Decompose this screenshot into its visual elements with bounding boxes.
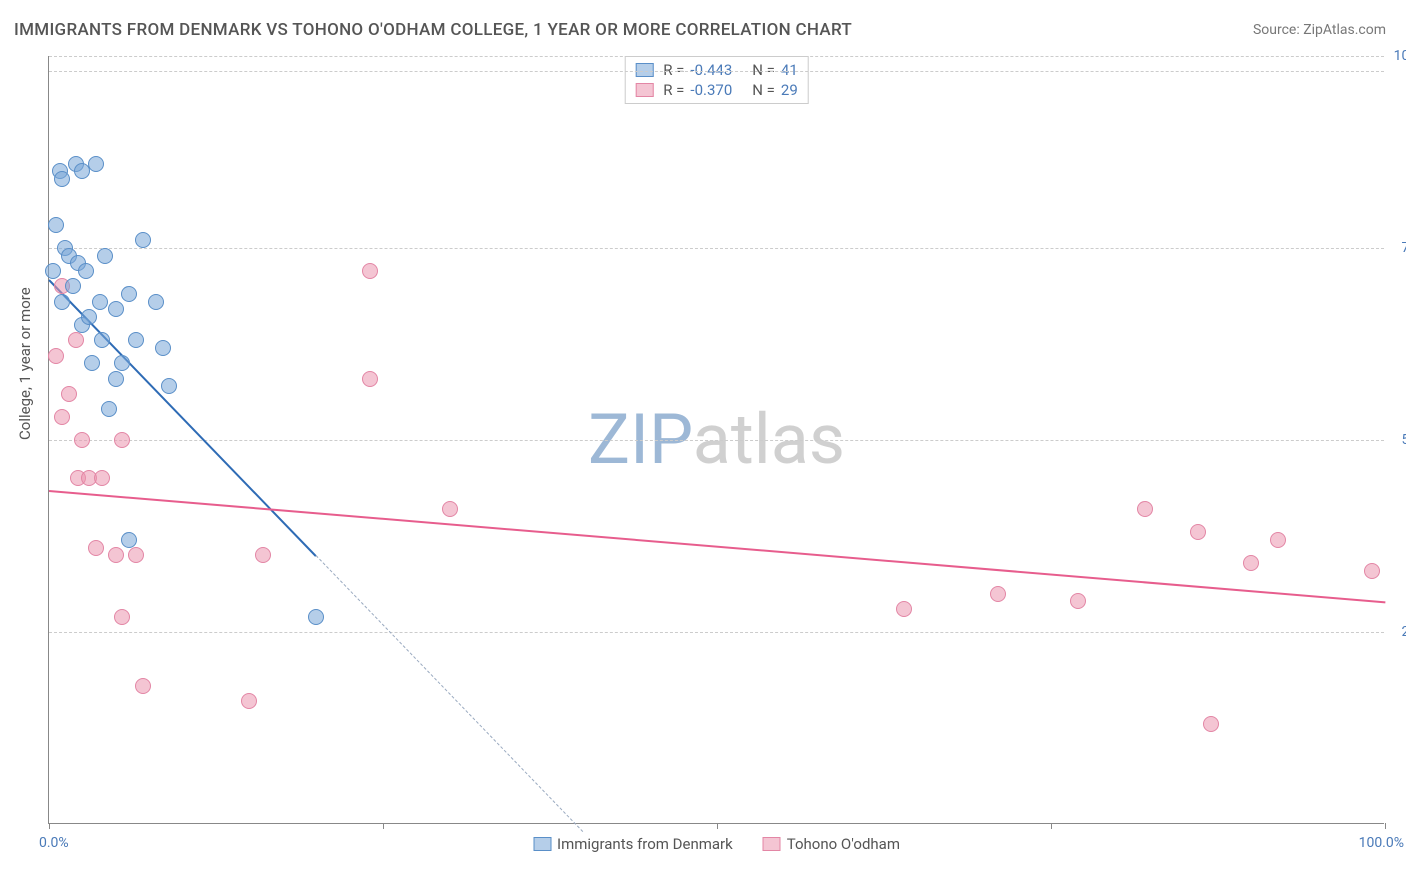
- data-point-tohono: [1070, 593, 1086, 609]
- trendline: [49, 490, 1385, 603]
- r-value-tohono: -0.370: [690, 81, 732, 99]
- n-value-denmark: 41: [781, 61, 798, 79]
- data-point-denmark: [48, 217, 64, 233]
- legend-label-denmark: Immigrants from Denmark: [557, 835, 733, 853]
- gridline: [49, 56, 1384, 57]
- x-tick-mark: [717, 823, 718, 829]
- data-point-denmark: [97, 248, 113, 264]
- series-legend: Immigrants from Denmark Tohono O'odham: [533, 835, 900, 853]
- data-point-tohono: [1203, 716, 1219, 732]
- swatch-tohono-icon: [763, 837, 781, 851]
- swatch-tohono: [635, 83, 653, 97]
- data-point-denmark: [54, 171, 70, 187]
- x-tick-mark: [49, 823, 50, 829]
- y-tick-label: 50.0%: [1389, 432, 1406, 448]
- data-point-tohono: [88, 540, 104, 556]
- data-point-tohono: [1364, 563, 1380, 579]
- data-point-tohono: [241, 693, 257, 709]
- data-point-denmark: [108, 371, 124, 387]
- data-point-denmark: [92, 294, 108, 310]
- source-label: Source: ZipAtlas.com: [1253, 22, 1386, 38]
- data-point-denmark: [135, 232, 151, 248]
- legend-item-denmark: Immigrants from Denmark: [533, 835, 733, 853]
- x-tick-mark: [1051, 823, 1052, 829]
- data-point-denmark: [45, 263, 61, 279]
- data-point-tohono: [94, 470, 110, 486]
- data-point-tohono: [114, 609, 130, 625]
- legend-label-tohono: Tohono O'odham: [787, 835, 900, 853]
- data-point-tohono: [61, 386, 77, 402]
- data-point-tohono: [1270, 532, 1286, 548]
- gridline: [49, 632, 1384, 633]
- data-point-denmark: [88, 156, 104, 172]
- y-tick-label: 100.0%: [1389, 48, 1406, 64]
- data-point-tohono: [108, 547, 124, 563]
- data-point-denmark: [114, 355, 130, 371]
- legend-row-denmark: R = -0.443 N = 41: [635, 61, 798, 79]
- x-tick-mark: [383, 823, 384, 829]
- data-point-denmark: [84, 355, 100, 371]
- data-point-tohono: [1243, 555, 1259, 571]
- data-point-denmark: [81, 309, 97, 325]
- x-tick-100: 100.0%: [1359, 835, 1404, 851]
- r-label: R =: [663, 61, 684, 79]
- data-point-denmark: [308, 609, 324, 625]
- data-point-denmark: [121, 532, 137, 548]
- data-point-denmark: [94, 332, 110, 348]
- x-tick-0: 0.0%: [39, 835, 69, 851]
- data-point-denmark: [121, 286, 137, 302]
- data-point-tohono: [68, 332, 84, 348]
- y-axis-label: College, 1 year or more: [16, 287, 34, 440]
- gridline-top: [49, 71, 1384, 72]
- data-point-denmark: [155, 340, 171, 356]
- swatch-denmark-icon: [533, 837, 551, 851]
- n-value-tohono: 29: [781, 81, 798, 99]
- n-label: N =: [752, 81, 775, 99]
- data-point-tohono: [135, 678, 151, 694]
- data-point-denmark: [54, 294, 70, 310]
- data-point-denmark: [65, 278, 81, 294]
- data-point-denmark: [108, 301, 124, 317]
- data-point-tohono: [1137, 501, 1153, 517]
- data-point-denmark: [161, 378, 177, 394]
- data-point-denmark: [148, 294, 164, 310]
- data-point-denmark: [128, 332, 144, 348]
- data-point-tohono: [74, 432, 90, 448]
- correlation-legend: R = -0.443 N = 41 R = -0.370 N = 29: [624, 56, 809, 104]
- data-point-tohono: [54, 409, 70, 425]
- n-label: N =: [752, 61, 775, 79]
- trendline-dashed: [316, 555, 584, 832]
- data-point-tohono: [442, 501, 458, 517]
- r-label: R =: [663, 81, 684, 99]
- gridline: [49, 440, 1384, 441]
- y-tick-label: 75.0%: [1389, 240, 1406, 256]
- data-point-denmark: [78, 263, 94, 279]
- x-tick-mark: [1385, 823, 1386, 829]
- plot-area: ZIPatlas R = -0.443 N = 41 R = -0.370 N …: [48, 56, 1384, 824]
- data-point-tohono: [114, 432, 130, 448]
- data-point-tohono: [990, 586, 1006, 602]
- data-point-tohono: [1190, 524, 1206, 540]
- data-point-tohono: [48, 348, 64, 364]
- legend-row-tohono: R = -0.370 N = 29: [635, 81, 798, 99]
- y-tick-label: 25.0%: [1389, 624, 1406, 640]
- data-point-tohono: [255, 547, 271, 563]
- data-point-tohono: [128, 547, 144, 563]
- legend-item-tohono: Tohono O'odham: [763, 835, 900, 853]
- data-point-tohono: [362, 371, 378, 387]
- data-point-tohono: [362, 263, 378, 279]
- r-value-denmark: -0.443: [690, 61, 732, 79]
- gridline: [49, 248, 1384, 249]
- data-point-denmark: [101, 401, 117, 417]
- swatch-denmark: [635, 63, 653, 77]
- data-point-tohono: [896, 601, 912, 617]
- chart-title: IMMIGRANTS FROM DENMARK VS TOHONO O'ODHA…: [14, 20, 852, 40]
